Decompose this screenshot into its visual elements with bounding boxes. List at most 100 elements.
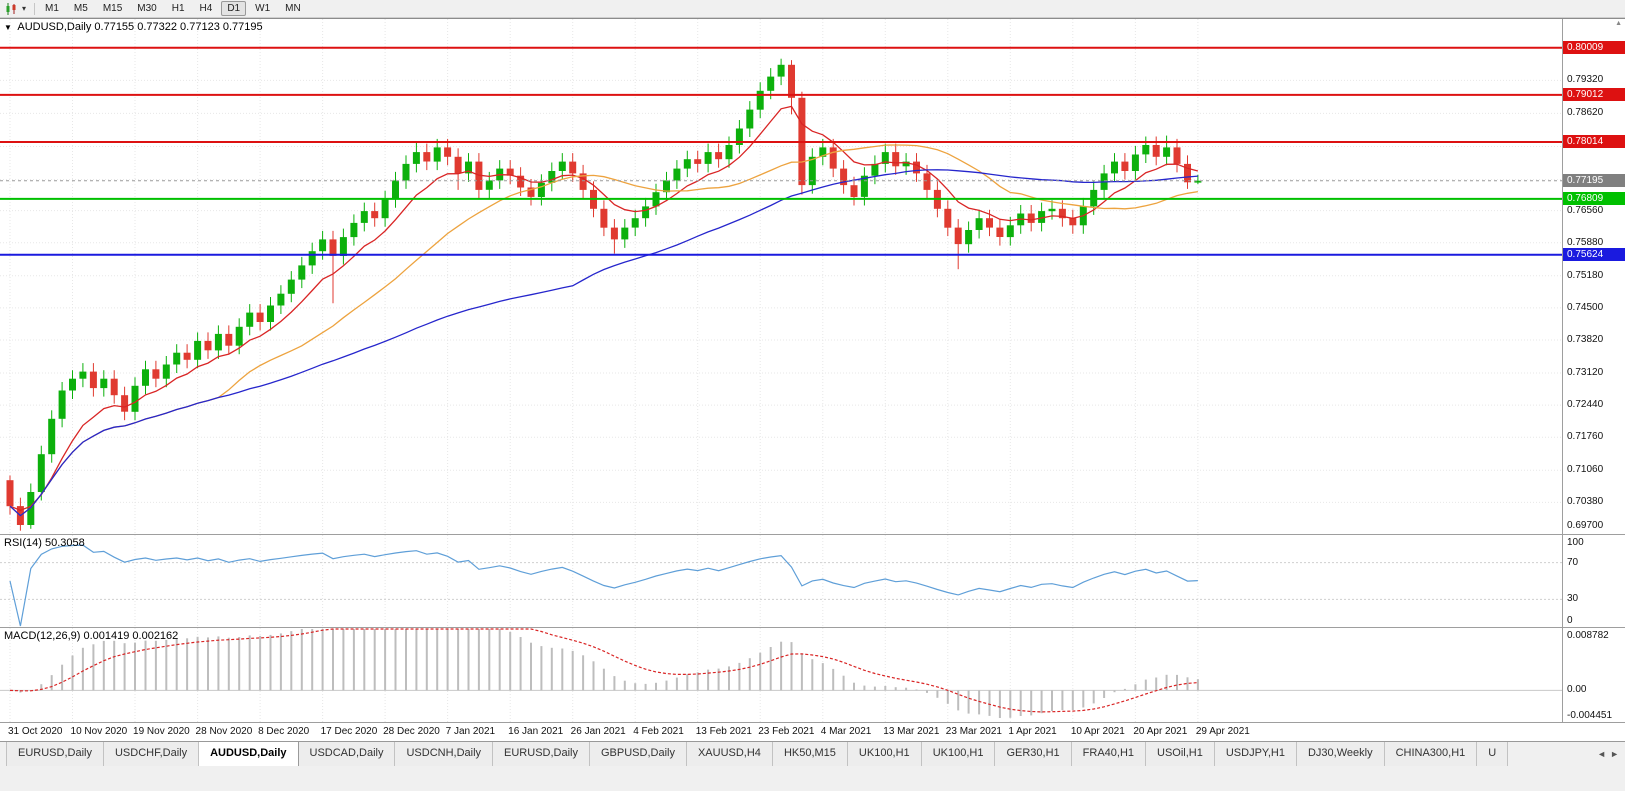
scroll-up-icon[interactable]: ▲ (1615, 20, 1622, 27)
chart-tab-gbpusd-daily[interactable]: GBPUSD,Daily (590, 742, 687, 766)
axis-tick-label: 0.73120 (1567, 367, 1604, 379)
axis-tick-label: 0.73820 (1567, 333, 1604, 345)
chart-tab-audusd-daily[interactable]: AUDUSD,Daily (199, 742, 299, 766)
toolbar-separator (34, 2, 36, 15)
date-label: 28 Nov 2020 (195, 726, 253, 737)
axis-tick-label: 100 (1567, 537, 1584, 548)
time-axis[interactable]: 31 Oct 2020 10 Nov 2020 19 Nov 2020 28 Nov … (0, 722, 1625, 742)
macd-label: MACD(12,26,9) 0.001419 0.002162 (4, 630, 179, 642)
tabs-scroll-left-icon[interactable]: ◄ (1597, 749, 1607, 759)
timeframe-button-m15[interactable]: M15 (102, 3, 123, 14)
date-label: 10 Nov 2020 (70, 726, 128, 737)
date-label: 10 Apr 2021 (1070, 726, 1125, 737)
chart-tab-hk50-m15[interactable]: HK50,M15 (772, 742, 848, 766)
axis-tick-label: 0 (1567, 615, 1573, 626)
chart-tab-china300-h1[interactable]: CHINA300,H1 (1384, 742, 1478, 766)
rsi-label: RSI(14) 50.3058 (4, 537, 85, 549)
price-marker-badge: 0.76809 (1563, 191, 1625, 205)
axis-tick-label: 0.78620 (1567, 107, 1604, 119)
date-label: 16 Jan 2021 (508, 726, 564, 737)
date-label: 29 Apr 2021 (1195, 726, 1250, 737)
date-label: 8 Dec 2020 (258, 726, 310, 737)
chart-type-icon[interactable] (4, 2, 20, 16)
tab-scroll-arrows: ◄ ► (1591, 742, 1625, 766)
price-marker-badge: 0.80009 (1563, 40, 1625, 54)
timeframe-button-h4[interactable]: H4 (199, 3, 213, 14)
date-label: 31 Oct 2020 (8, 726, 63, 737)
macd-axis[interactable]: 0.008782 0.00 -0.004451 (1562, 628, 1625, 722)
date-label: 1 Apr 2021 (1008, 726, 1057, 737)
date-label: 13 Feb 2021 (695, 726, 752, 737)
chart-tab-usoil-h1[interactable]: USOil,H1 (1146, 742, 1215, 766)
symbol-period-label: AUDUSD,Daily (17, 21, 92, 33)
chart-tab-eurusd-daily[interactable]: EURUSD,Daily (493, 742, 590, 766)
chart-tab-strip: EURUSD,Daily USDCHF,Daily AUDUSD,Daily USDC… (0, 741, 1625, 791)
date-label: 20 Apr 2021 (1133, 726, 1188, 737)
chart-tab-u[interactable]: U (1477, 742, 1509, 766)
macd-panel: MACD(12,26,9) 0.001419 0.002162 0.008782… (0, 627, 1625, 722)
price-marker-badge: 0.78014 (1563, 135, 1625, 148)
timeframe-buttons: M1 M5 M15 M30 H1 H4 D1 W1 MN (39, 1, 307, 16)
axis-tick-label: 0.70380 (1567, 496, 1604, 508)
price-chart-plot[interactable] (0, 19, 1562, 534)
chart-tab-uk100-h1[interactable]: UK100,H1 (921, 742, 996, 766)
axis-tick-label: 0.71760 (1567, 431, 1604, 443)
price-axis[interactable]: ▲ 0.793200.786200.779200.772200.765600.7… (1562, 19, 1625, 534)
axis-tick-label: 0.75180 (1567, 269, 1604, 281)
macd-plot[interactable] (0, 628, 1562, 722)
axis-tick-label: 0.79320 (1567, 74, 1604, 86)
chart-type-caret-icon[interactable]: ▾ (22, 4, 27, 13)
chart-tab-uk100-h1[interactable]: UK100,H1 (847, 742, 922, 766)
chart-window: ▼ AUDUSD,Daily 0.77155 0.77322 0.77123 0… (0, 18, 1625, 742)
chart-tab-eurusd-daily[interactable]: EURUSD,Daily (6, 742, 104, 766)
axis-tick-label: 0.71060 (1567, 464, 1604, 476)
price-marker-badge: 0.77195 (1563, 173, 1625, 187)
rsi-plot[interactable] (0, 535, 1562, 627)
chart-tab-fra40-h1[interactable]: FRA40,H1 (1071, 742, 1147, 766)
timeframe-button-mn[interactable]: MN (285, 3, 301, 14)
axis-tick-label: 0.00 (1567, 684, 1587, 696)
timeframe-button-d1[interactable]: D1 (221, 1, 247, 16)
date-label: 23 Mar 2021 (945, 726, 1002, 737)
chart-title: ▼ AUDUSD,Daily 0.77155 0.77322 0.77123 0… (4, 21, 263, 33)
chart-tab-ger30-h1[interactable]: GER30,H1 (995, 742, 1072, 766)
axis-tick-label: 0.008782 (1567, 630, 1609, 641)
chart-tab-usdchf-daily[interactable]: USDCHF,Daily (103, 742, 200, 766)
axis-tick-label: 70 (1567, 556, 1579, 568)
timeframe-button-m30[interactable]: M30 (137, 3, 157, 14)
price-marker-badge: 0.75624 (1563, 247, 1625, 261)
timeframe-button-h1[interactable]: H1 (171, 3, 185, 14)
chart-tab-xauusd-h4[interactable]: XAUUSD,H4 (686, 742, 773, 766)
date-label: 4 Feb 2021 (633, 726, 684, 737)
date-label: 26 Jan 2021 (570, 726, 626, 737)
axis-tick-label: 30 (1567, 593, 1579, 605)
timeframe-button-w1[interactable]: W1 (255, 3, 271, 14)
candlestick-glyph (6, 2, 16, 15)
date-label: 7 Jan 2021 (445, 726, 496, 737)
top-toolbar: ▾ M1 M5 M15 M30 H1 H4 D1 W1 MN (0, 0, 1625, 18)
rsi-panel: RSI(14) 50.3058 100 70 30 0 (0, 534, 1625, 627)
chart-tab-dj30-weekly[interactable]: DJ30,Weekly (1296, 742, 1385, 766)
date-label: 28 Dec 2020 (383, 726, 440, 737)
chart-tab-usdcad-daily[interactable]: USDCAD,Daily (298, 742, 396, 766)
rsi-axis[interactable]: 100 70 30 0 (1562, 535, 1625, 627)
timeframe-button-m5[interactable]: M5 (73, 3, 88, 14)
main-chart-panel: ▼ AUDUSD,Daily 0.77155 0.77322 0.77123 0… (0, 19, 1625, 534)
tabs-scroll-right-icon[interactable]: ► (1610, 749, 1619, 759)
timeframe-button-m1[interactable]: M1 (45, 3, 59, 14)
axis-tick-label: 0.76560 (1567, 204, 1604, 216)
axis-tick-label: 0.74500 (1567, 301, 1604, 313)
ohlc-values: 0.77155 0.77322 0.77123 0.77195 (94, 21, 263, 33)
date-label: 19 Nov 2020 (133, 726, 190, 737)
date-label: 4 Mar 2021 (820, 726, 872, 737)
collapse-icon[interactable]: ▼ (4, 23, 12, 32)
axis-tick-label: 0.75880 (1567, 236, 1604, 248)
date-label: 17 Dec 2020 (320, 726, 378, 737)
date-label: 13 Mar 2021 (883, 726, 940, 737)
chart-tab-usdjpy-h1[interactable]: USDJPY,H1 (1214, 742, 1297, 766)
axis-tick-label: 0.69700 (1567, 520, 1604, 531)
chart-tabs: EURUSD,Daily USDCHF,Daily AUDUSD,Daily USDC… (0, 742, 1625, 766)
axis-tick-label: 0.72440 (1567, 399, 1604, 411)
chart-tab-usdcnh-daily[interactable]: USDCNH,Daily (395, 742, 494, 766)
date-label: 23 Feb 2021 (758, 726, 815, 737)
